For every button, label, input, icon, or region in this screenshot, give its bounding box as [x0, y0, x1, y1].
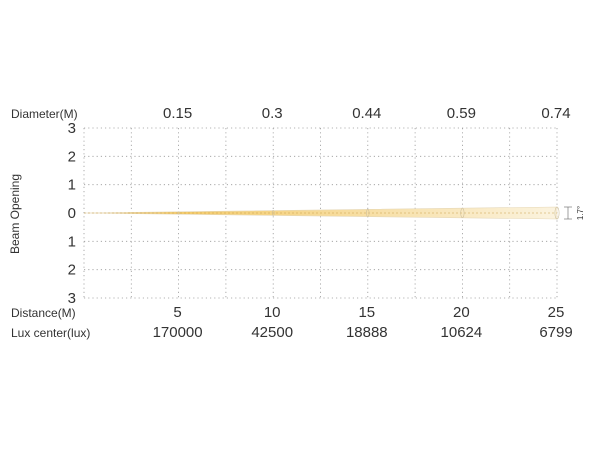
row-value: 0.74	[541, 105, 570, 122]
row-value: 10624	[441, 324, 483, 341]
row-value: 25	[548, 304, 565, 321]
row-value: 20	[453, 304, 470, 321]
beam-cross-section	[554, 206, 560, 220]
beam-cross-section	[460, 207, 465, 219]
row-value: 0.3	[262, 105, 283, 122]
beam-cross-section	[271, 210, 275, 216]
row-label: Lux center(lux)	[11, 326, 90, 340]
row-value: 170000	[153, 324, 203, 341]
row-value: 42500	[251, 324, 293, 341]
y-tick-label: 2	[68, 262, 76, 279]
row-value: 10	[264, 304, 281, 321]
beam-angle-indicator: 1.7°	[564, 206, 585, 220]
y-tick-label: 1	[68, 177, 76, 194]
row-value: 0.44	[352, 105, 381, 122]
row-label: Distance(M)	[11, 306, 76, 320]
beam-cross-sections	[177, 206, 560, 220]
beam-cross-section	[366, 209, 370, 217]
row-value: 15	[358, 304, 375, 321]
y-axis-label: Beam Opening	[8, 174, 22, 254]
y-axis-ticks: 3 2 1 0 1 2 3	[68, 120, 76, 307]
y-tick-label: 3	[68, 120, 76, 137]
y-tick-label: 2	[68, 148, 76, 165]
row-value: 6799	[539, 324, 572, 341]
beam-cross-section	[177, 211, 180, 215]
data-rows: Diameter(M) 0.15 0.3 0.44 0.59 0.74 Distance(M…	[11, 105, 573, 341]
row-value: 5	[173, 304, 181, 321]
beam-angle-label: 1.7°	[576, 206, 585, 220]
row-value: 0.59	[447, 105, 476, 122]
y-tick-label: 0	[68, 205, 76, 222]
row-label: Diameter(M)	[11, 107, 78, 121]
y-tick-label: 3	[68, 290, 76, 307]
row-value: 0.15	[163, 105, 192, 122]
y-tick-label: 1	[68, 233, 76, 250]
row-value: 18888	[346, 324, 388, 341]
